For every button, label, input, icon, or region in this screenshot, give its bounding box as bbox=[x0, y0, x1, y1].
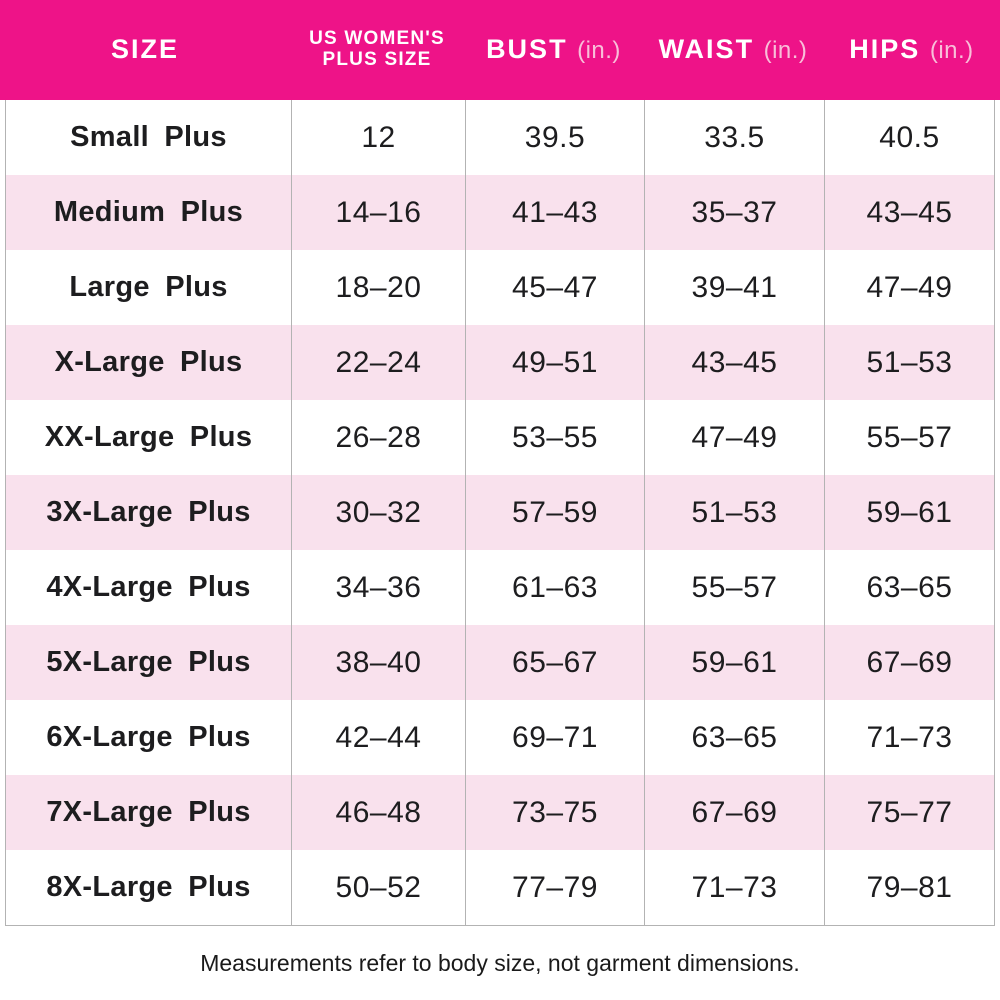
hips-cell: 79–81 bbox=[824, 850, 994, 925]
bust-cell: 65–67 bbox=[465, 625, 644, 700]
table-row: 7X-Large Plus 46–48 73–75 67–69 75–77 bbox=[6, 775, 994, 850]
plus-size-cell: 50–52 bbox=[291, 850, 465, 925]
waist-cell: 33.5 bbox=[644, 100, 824, 175]
hips-cell: 55–57 bbox=[824, 400, 994, 475]
table-row: 3X-Large Plus 30–32 57–59 51–53 59–61 bbox=[6, 475, 994, 550]
bust-cell: 61–63 bbox=[465, 550, 644, 625]
hips-cell: 63–65 bbox=[824, 550, 994, 625]
column-header-us-womens-plus-size: US WOMEN'S PLUS SIZE bbox=[290, 28, 464, 71]
bust-cell: 69–71 bbox=[465, 700, 644, 775]
bust-cell: 49–51 bbox=[465, 325, 644, 400]
size-cell: Large Plus bbox=[69, 271, 228, 303]
waist-cell: 51–53 bbox=[644, 475, 824, 550]
column-header-waist-unit: (in.) bbox=[763, 37, 808, 65]
plus-size-cell: 12 bbox=[291, 100, 465, 175]
bust-cell: 73–75 bbox=[465, 775, 644, 850]
waist-cell: 47–49 bbox=[644, 400, 824, 475]
size-cell: 7X-Large Plus bbox=[46, 796, 251, 828]
column-header-bust: BUST (in.) bbox=[464, 34, 643, 65]
column-header-size: SIZE bbox=[0, 34, 290, 65]
table-row: X-Large Plus 22–24 49–51 43–45 51–53 bbox=[6, 325, 994, 400]
column-header-hips: HIPS (in.) bbox=[823, 34, 1000, 65]
column-header-hips-label: HIPS bbox=[849, 34, 921, 65]
bust-cell: 39.5 bbox=[465, 100, 644, 175]
column-header-waist-label: WAIST bbox=[658, 34, 755, 65]
column-header-bust-unit: (in.) bbox=[577, 37, 621, 65]
waist-cell: 43–45 bbox=[644, 325, 824, 400]
table-body: Small Plus 12 39.5 33.5 40.5 Medium Plus… bbox=[5, 100, 995, 926]
waist-cell: 39–41 bbox=[644, 250, 824, 325]
column-header-hips-unit: (in.) bbox=[929, 37, 974, 65]
hips-cell: 67–69 bbox=[824, 625, 994, 700]
waist-cell: 55–57 bbox=[644, 550, 824, 625]
column-header-plus-line1: US WOMEN'S bbox=[309, 28, 445, 50]
waist-cell: 63–65 bbox=[644, 700, 824, 775]
table-row: Large Plus 18–20 45–47 39–41 47–49 bbox=[6, 250, 994, 325]
bust-cell: 45–47 bbox=[465, 250, 644, 325]
bust-cell: 57–59 bbox=[465, 475, 644, 550]
plus-size-cell: 26–28 bbox=[291, 400, 465, 475]
column-header-bust-label: BUST bbox=[486, 34, 568, 65]
size-cell: 5X-Large Plus bbox=[46, 646, 251, 678]
hips-cell: 47–49 bbox=[824, 250, 994, 325]
size-cell: 8X-Large Plus bbox=[46, 871, 251, 903]
waist-cell: 71–73 bbox=[644, 850, 824, 925]
hips-cell: 51–53 bbox=[824, 325, 994, 400]
plus-size-cell: 14–16 bbox=[291, 175, 465, 250]
plus-size-cell: 42–44 bbox=[291, 700, 465, 775]
hips-cell: 43–45 bbox=[824, 175, 994, 250]
column-header-plus-line2: PLUS SIZE bbox=[322, 49, 432, 70]
size-cell: 3X-Large Plus bbox=[46, 496, 251, 528]
plus-size-cell: 34–36 bbox=[291, 550, 465, 625]
table-row: Medium Plus 14–16 41–43 35–37 43–45 bbox=[6, 175, 994, 250]
hips-cell: 71–73 bbox=[824, 700, 994, 775]
hips-cell: 40.5 bbox=[824, 100, 994, 175]
plus-size-cell: 18–20 bbox=[291, 250, 465, 325]
size-cell: Small Plus bbox=[70, 121, 227, 153]
table-row: 5X-Large Plus 38–40 65–67 59–61 67–69 bbox=[6, 625, 994, 700]
plus-size-cell: 30–32 bbox=[291, 475, 465, 550]
size-cell: 4X-Large Plus bbox=[46, 571, 251, 603]
table-row: 8X-Large Plus 50–52 77–79 71–73 79–81 bbox=[6, 850, 994, 925]
table-row: 6X-Large Plus 42–44 69–71 63–65 71–73 bbox=[6, 700, 994, 775]
hips-cell: 75–77 bbox=[824, 775, 994, 850]
measurement-note: Measurements refer to body size, not gar… bbox=[200, 949, 800, 976]
bust-cell: 41–43 bbox=[465, 175, 644, 250]
plus-size-cell: 22–24 bbox=[291, 325, 465, 400]
table-row: Small Plus 12 39.5 33.5 40.5 bbox=[6, 100, 994, 175]
table-header-row: SIZE US WOMEN'S PLUS SIZE BUST (in.) WAI… bbox=[0, 0, 1000, 100]
table-row: 4X-Large Plus 34–36 61–63 55–57 63–65 bbox=[6, 550, 994, 625]
waist-cell: 35–37 bbox=[644, 175, 824, 250]
column-header-waist: WAIST (in.) bbox=[643, 34, 823, 65]
size-cell: XX-Large Plus bbox=[44, 421, 253, 453]
column-header-size-label: SIZE bbox=[110, 34, 179, 65]
size-cell: X-Large Plus bbox=[54, 346, 243, 378]
bust-cell: 77–79 bbox=[465, 850, 644, 925]
hips-cell: 59–61 bbox=[824, 475, 994, 550]
plus-size-cell: 46–48 bbox=[291, 775, 465, 850]
size-cell: Medium Plus bbox=[53, 196, 244, 228]
size-cell: 6X-Large Plus bbox=[46, 721, 251, 753]
bust-cell: 53–55 bbox=[465, 400, 644, 475]
waist-cell: 59–61 bbox=[644, 625, 824, 700]
waist-cell: 67–69 bbox=[644, 775, 824, 850]
table-row: XX-Large Plus 26–28 53–55 47–49 55–57 bbox=[6, 400, 994, 475]
plus-size-cell: 38–40 bbox=[291, 625, 465, 700]
